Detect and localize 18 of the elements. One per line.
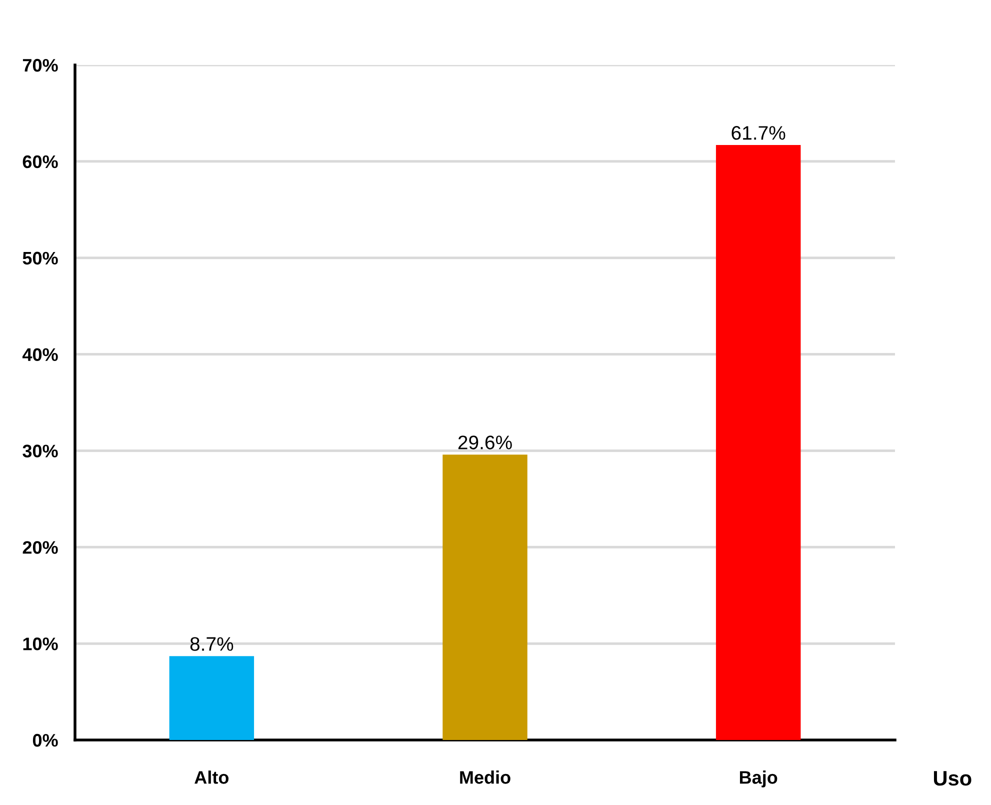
y-tick-label: 0%: [32, 734, 58, 747]
x-tick-label: Bajo: [740, 770, 778, 788]
y-tick-label: 30%: [22, 444, 58, 458]
x-tick-label: Medio: [460, 770, 510, 784]
bar: [716, 145, 801, 740]
x-axis-title: Uso: [934, 771, 972, 786]
bar: [169, 656, 254, 740]
data-label: 61.7%: [732, 126, 786, 140]
y-tick-label: 10%: [23, 638, 58, 650]
bar: [442, 454, 528, 740]
data-label: 8.7%: [190, 637, 234, 651]
y-tick-label: 70%: [22, 58, 58, 72]
data-label: 29.6%: [458, 436, 512, 450]
y-tick-label: 50%: [22, 252, 58, 265]
x-tick-label: Alto: [194, 770, 229, 784]
y-tick-label: 40%: [22, 348, 58, 362]
y-tick-label: 60%: [22, 155, 58, 168]
y-tick-label: 20%: [22, 541, 58, 554]
